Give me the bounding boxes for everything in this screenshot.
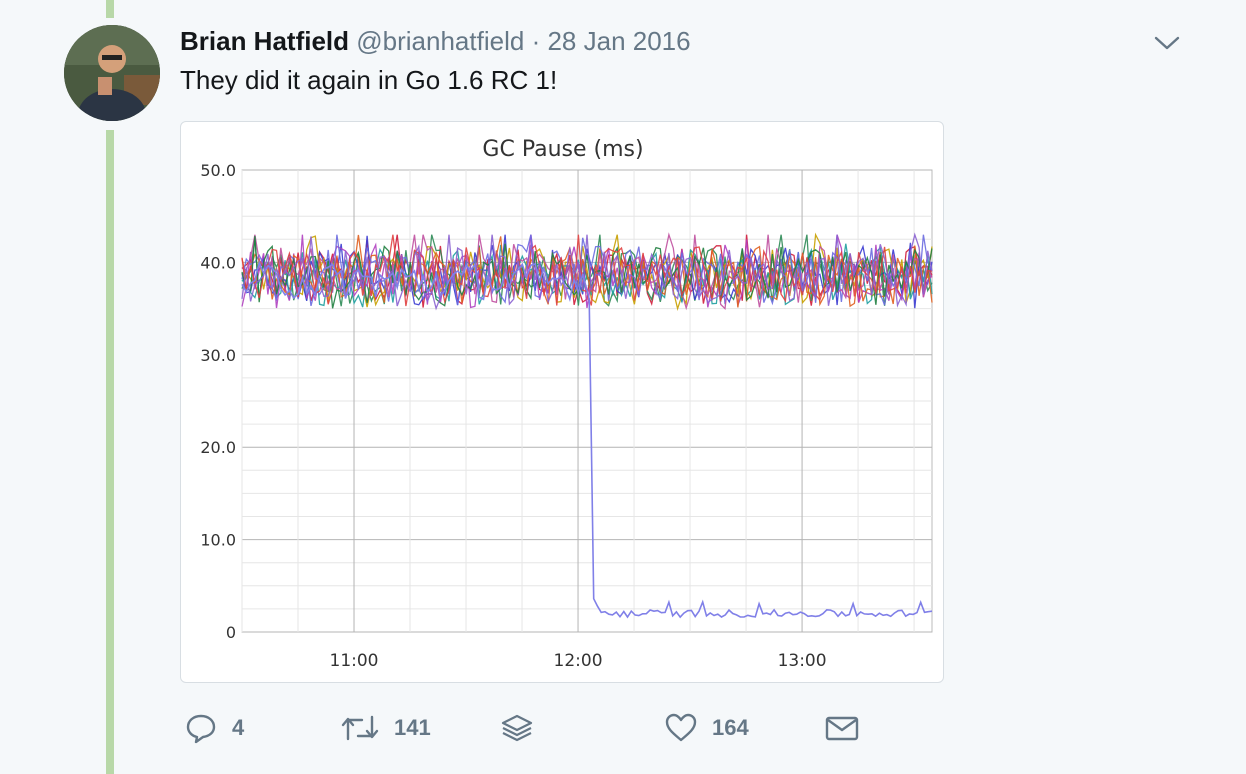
y-tick-label: 30.0 [200,346,236,365]
layers-button[interactable] [500,706,534,750]
y-tick-label: 10.0 [200,531,236,550]
chevron-down-icon[interactable] [1150,26,1184,60]
retweet-button[interactable]: 141 [340,706,431,750]
thread-line-bottom [106,130,114,774]
reply-count: 4 [232,715,245,740]
gc-pause-chart: GC Pause (ms) 0 10.0 20.0 30.0 40.0 50.0 11:00… [200,137,933,671]
author-name[interactable]: Brian Hatfield [180,26,350,56]
retweet-icon [341,715,379,741]
y-tick-label: 0 [226,623,236,642]
thread-line-top [106,0,114,18]
y-tick-label: 40.0 [200,253,236,272]
reply-button[interactable]: 4 [184,706,244,750]
author-handle[interactable]: @brianhatfield [356,26,525,56]
like-count: 164 [712,715,749,740]
separator: · [531,26,541,56]
direct-message-button[interactable] [824,706,860,750]
retweet-count: 141 [394,715,431,740]
avatar[interactable] [64,25,160,121]
x-tick-label: 12:00 [554,651,603,671]
x-tick-label: 11:00 [330,651,379,671]
y-tick-label: 50.0 [200,161,236,180]
layers-icon [501,714,533,742]
heart-icon [665,713,697,742]
chart-axes: 0 10.0 20.0 30.0 40.0 50.0 11:00 12:00 13:00 [200,161,826,671]
series-line [241,232,933,311]
reply-icon [186,714,216,744]
tweet-date[interactable]: 28 Jan 2016 [547,26,691,56]
tweet-header: Brian Hatfield @brianhatfield · 28 Jan 2… [180,24,691,58]
like-button[interactable]: 164 [664,706,749,750]
tweet-actions: 4 141 164 [180,706,880,750]
envelope-icon [825,716,859,741]
x-tick-label: 13:00 [778,651,827,671]
y-tick-label: 20.0 [200,438,236,457]
chart-highlight-series [241,260,933,619]
tweet-text: They did it again in Go 1.6 RC 1! [180,65,558,95]
chart-title: GC Pause (ms) [482,137,643,162]
tweet-media-chart[interactable]: GC Pause (ms) 0 10.0 20.0 30.0 40.0 50.0 11:00… [180,121,944,683]
highlight-series-line [241,260,933,619]
